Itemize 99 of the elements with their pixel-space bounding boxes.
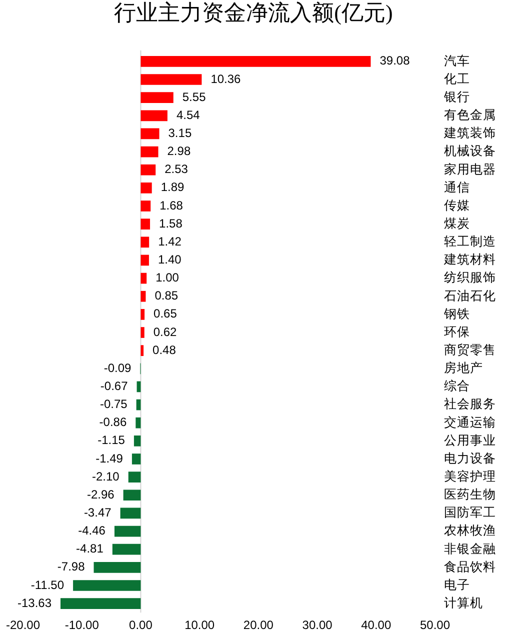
y-tick-label: 石油石化	[444, 288, 496, 303]
x-tick-label: 10.00	[184, 618, 215, 632]
data-label: -3.47	[84, 506, 112, 520]
y-tick-label: 食品饮料	[444, 560, 496, 574]
chart-title: 行业主力资金净流入额(亿元)	[114, 0, 393, 25]
x-tick-label: -10.00	[64, 618, 100, 632]
bar	[140, 254, 149, 266]
y-tick-label: 建筑材料	[443, 252, 496, 267]
y-tick-label: 医药生物	[444, 488, 496, 502]
y-tick-label: 电子	[444, 578, 470, 592]
x-tick-label: 20.00	[243, 618, 274, 632]
data-label: 2.98	[167, 144, 191, 158]
data-label: -7.98	[57, 560, 86, 574]
y-tick-label: 交通运输	[444, 414, 496, 430]
bar	[140, 110, 168, 122]
y-tick-label: 纺织服饰	[444, 270, 496, 285]
data-label: -1.15	[98, 433, 126, 448]
data-label: -4.46	[78, 524, 106, 538]
bar	[132, 454, 141, 464]
data-label: -1.49	[96, 451, 124, 466]
bar	[140, 92, 174, 103]
bar	[140, 327, 144, 338]
bar	[60, 598, 141, 609]
bar	[114, 526, 141, 537]
data-label: 10.36	[210, 72, 242, 86]
bar	[140, 236, 150, 248]
y-tick-label: 煤炭	[444, 216, 470, 231]
y-tick-label: 汽车	[444, 54, 470, 68]
y-tick-label: 传媒	[444, 198, 470, 212]
bar	[123, 490, 141, 501]
data-label: -2.96	[86, 487, 115, 502]
y-tick-label: 通信	[444, 180, 470, 194]
data-label: 0.62	[153, 324, 178, 339]
data-label: 1.68	[160, 198, 184, 212]
data-label: 1.89	[160, 180, 185, 194]
y-tick-label: 非银金融	[444, 542, 496, 556]
data-label: 0.65	[154, 306, 178, 321]
bar	[120, 508, 141, 519]
x-tick-label: 40.00	[361, 618, 392, 632]
bar	[140, 345, 144, 356]
data-label: -13.63	[17, 596, 52, 610]
y-tick-label: 房地产	[444, 360, 483, 376]
bar	[140, 309, 145, 320]
y-tick-label: 建筑装饰	[443, 126, 496, 140]
bar	[140, 56, 371, 67]
bar	[140, 146, 158, 158]
data-label: -0.75	[100, 397, 128, 412]
y-tick-label: 美容护理	[444, 468, 496, 484]
x-tick-label: -20.00	[6, 618, 40, 632]
bar	[94, 562, 141, 573]
bar	[136, 417, 141, 428]
bar	[140, 218, 150, 230]
bar	[140, 164, 156, 176]
bar	[140, 272, 147, 284]
bar	[134, 436, 141, 446]
x-tick-label: 30.00	[302, 618, 333, 632]
data-label: -0.67	[100, 379, 128, 394]
data-label: 1.58	[159, 216, 183, 230]
data-label: 1.40	[158, 252, 182, 267]
y-tick-label: 环保	[444, 324, 470, 339]
y-tick-label: 农林牧渔	[444, 524, 496, 538]
y-tick-label: 公用事业	[444, 433, 496, 448]
data-label: 1.00	[156, 270, 180, 285]
y-tick-label: 综合	[444, 379, 470, 394]
y-tick-label: 钢铁	[443, 306, 470, 321]
data-label: -11.50	[30, 578, 64, 592]
y-tick-label: 社会服务	[444, 397, 496, 412]
data-label: 39.08	[380, 54, 410, 68]
y-tick-label: 计算机	[444, 596, 483, 610]
data-label: -4.81	[76, 542, 104, 556]
bar	[140, 128, 160, 140]
y-tick-label: 电力设备	[444, 451, 496, 466]
bar	[140, 74, 202, 85]
data-label: 0.48	[152, 342, 176, 357]
y-tick-label: 有色金属	[444, 108, 496, 122]
data-label: 5.55	[182, 90, 206, 104]
y-tick-label: 国防军工	[444, 506, 496, 520]
data-label: -2.10	[92, 469, 120, 484]
bar	[140, 182, 152, 194]
data-label: 1.42	[158, 234, 182, 248]
y-tick-label: 机械设备	[444, 144, 496, 158]
bar	[73, 580, 141, 591]
data-label: -0.86	[99, 415, 127, 430]
x-tick-label: 50.00	[420, 618, 450, 632]
y-tick-label: 银行	[443, 90, 470, 104]
y-tick-label: 化工	[444, 72, 470, 86]
x-tick-label: 0.00	[129, 618, 153, 632]
y-tick-label: 家用电器	[444, 161, 496, 176]
y-tick-label: 轻工制造	[444, 234, 496, 249]
bar	[140, 290, 146, 302]
bar	[112, 544, 141, 555]
data-label: 0.85	[154, 288, 178, 303]
bar	[140, 200, 151, 212]
data-label: 4.54	[176, 108, 200, 122]
bar	[128, 472, 141, 482]
data-label: 2.53	[164, 162, 188, 176]
data-label: 3.15	[168, 126, 192, 140]
data-label: -0.09	[104, 360, 132, 375]
y-tick-label: 商贸零售	[444, 343, 496, 358]
